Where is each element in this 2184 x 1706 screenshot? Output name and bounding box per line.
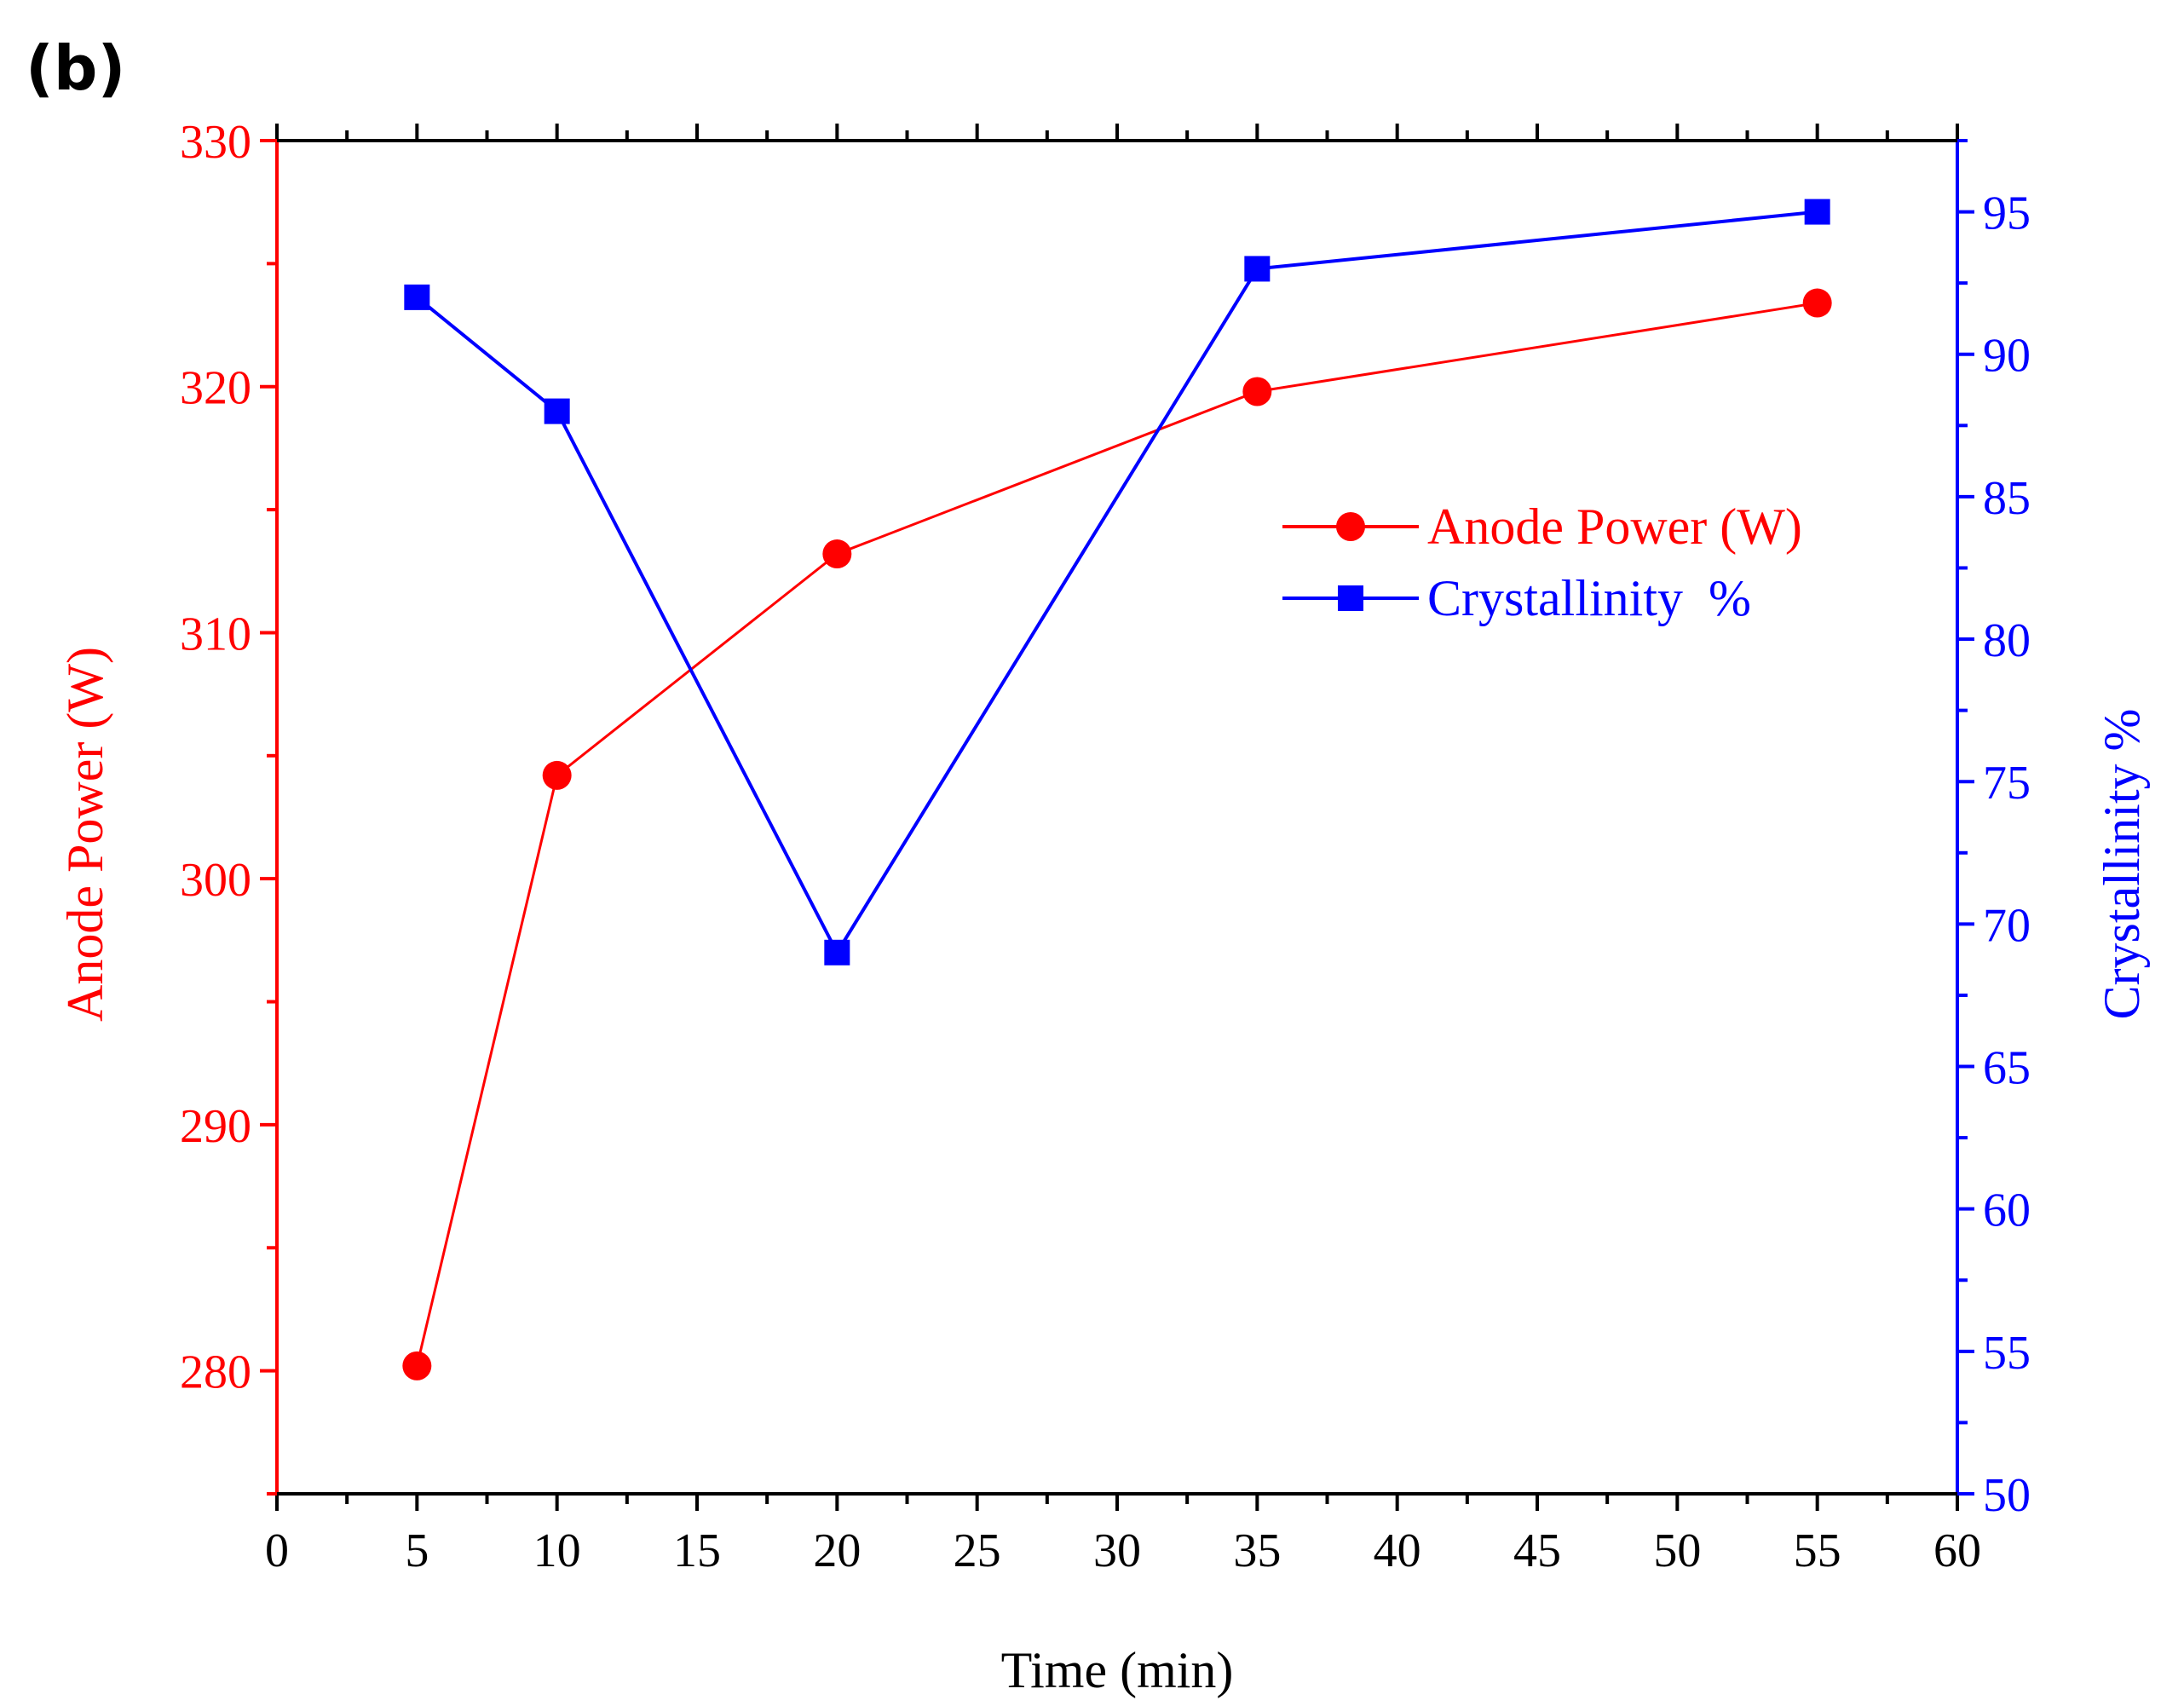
data-point-circle — [542, 760, 572, 790]
legend: Anode Power (W) Crystallinity % — [1282, 499, 1802, 626]
legend-marker-circle — [1336, 512, 1365, 541]
x-tick-label: 40 — [1374, 1524, 1421, 1577]
right-y-tick-label: 55 — [1983, 1327, 2031, 1380]
data-point-square — [1804, 199, 1830, 225]
series-line — [415, 302, 1818, 1367]
data-point-square — [824, 939, 850, 965]
legend-item: Crystallinity % — [1282, 570, 1751, 626]
left-y-tick-label: 280 — [180, 1346, 251, 1399]
data-point-square — [404, 284, 430, 310]
data-point-square — [1244, 256, 1271, 282]
left-y-tick-label: 320 — [180, 362, 251, 415]
right-y-tick-label: 75 — [1983, 757, 2031, 810]
right-y-tick-label: 85 — [1983, 472, 2031, 525]
series-anode-power — [402, 288, 1832, 1380]
x-tick-label: 25 — [954, 1524, 1001, 1577]
series-crystallinity — [404, 199, 1830, 965]
legend-marker-square — [1338, 585, 1363, 611]
series-layer — [402, 199, 1832, 1380]
panel-label: (b) — [26, 32, 125, 104]
x-tick-label: 20 — [813, 1524, 861, 1577]
legend-item: Anode Power (W) — [1282, 499, 1802, 555]
right-y-tick-label: 90 — [1983, 330, 2031, 383]
x-tick-label: 30 — [1093, 1524, 1141, 1577]
right-y-tick-label: 70 — [1983, 899, 2031, 952]
right-y-tick-label: 60 — [1983, 1184, 2031, 1237]
x-tick-label: 35 — [1233, 1524, 1281, 1577]
x-tick-label: 60 — [1933, 1524, 1981, 1577]
x-tick-label: 55 — [1794, 1524, 1841, 1577]
left-y-tick-label: 310 — [180, 608, 251, 660]
left-y-tick-label: 290 — [180, 1100, 251, 1153]
data-point-circle — [402, 1351, 432, 1380]
x-axis-title: Time (min) — [1001, 1642, 1234, 1698]
x-tick-label: 15 — [673, 1524, 721, 1577]
right-y-tick-label: 50 — [1983, 1469, 2031, 1522]
x-tick-label: 45 — [1513, 1524, 1561, 1577]
data-point-circle — [1802, 288, 1832, 318]
x-tick-label: 0 — [265, 1524, 289, 1577]
legend-label: Anode Power (W) — [1427, 499, 1802, 555]
left-y-axis-title: Anode Power (W) — [57, 647, 113, 1022]
legend-label: Crystallinity % — [1427, 570, 1751, 626]
axes: 0 5 10 15 20 25 30 35 40 45 50 55 60 280 290 300 310 320 3… — [180, 116, 2031, 1577]
x-tick-label: 5 — [405, 1524, 429, 1577]
x-tick-label: 50 — [1653, 1524, 1701, 1577]
data-point-circle — [1242, 377, 1272, 406]
left-y-tick-label: 330 — [180, 116, 251, 169]
left-y-tick-label: 300 — [180, 854, 251, 907]
right-y-tick-label: 95 — [1983, 187, 2031, 240]
right-y-tick-label: 80 — [1983, 614, 2031, 667]
right-y-axis-title: Crystallinity % — [2094, 709, 2150, 1020]
x-tick-label: 10 — [533, 1524, 581, 1577]
data-point-circle — [822, 539, 852, 569]
right-y-tick-label: 65 — [1983, 1042, 2031, 1095]
data-point-square — [544, 398, 570, 424]
